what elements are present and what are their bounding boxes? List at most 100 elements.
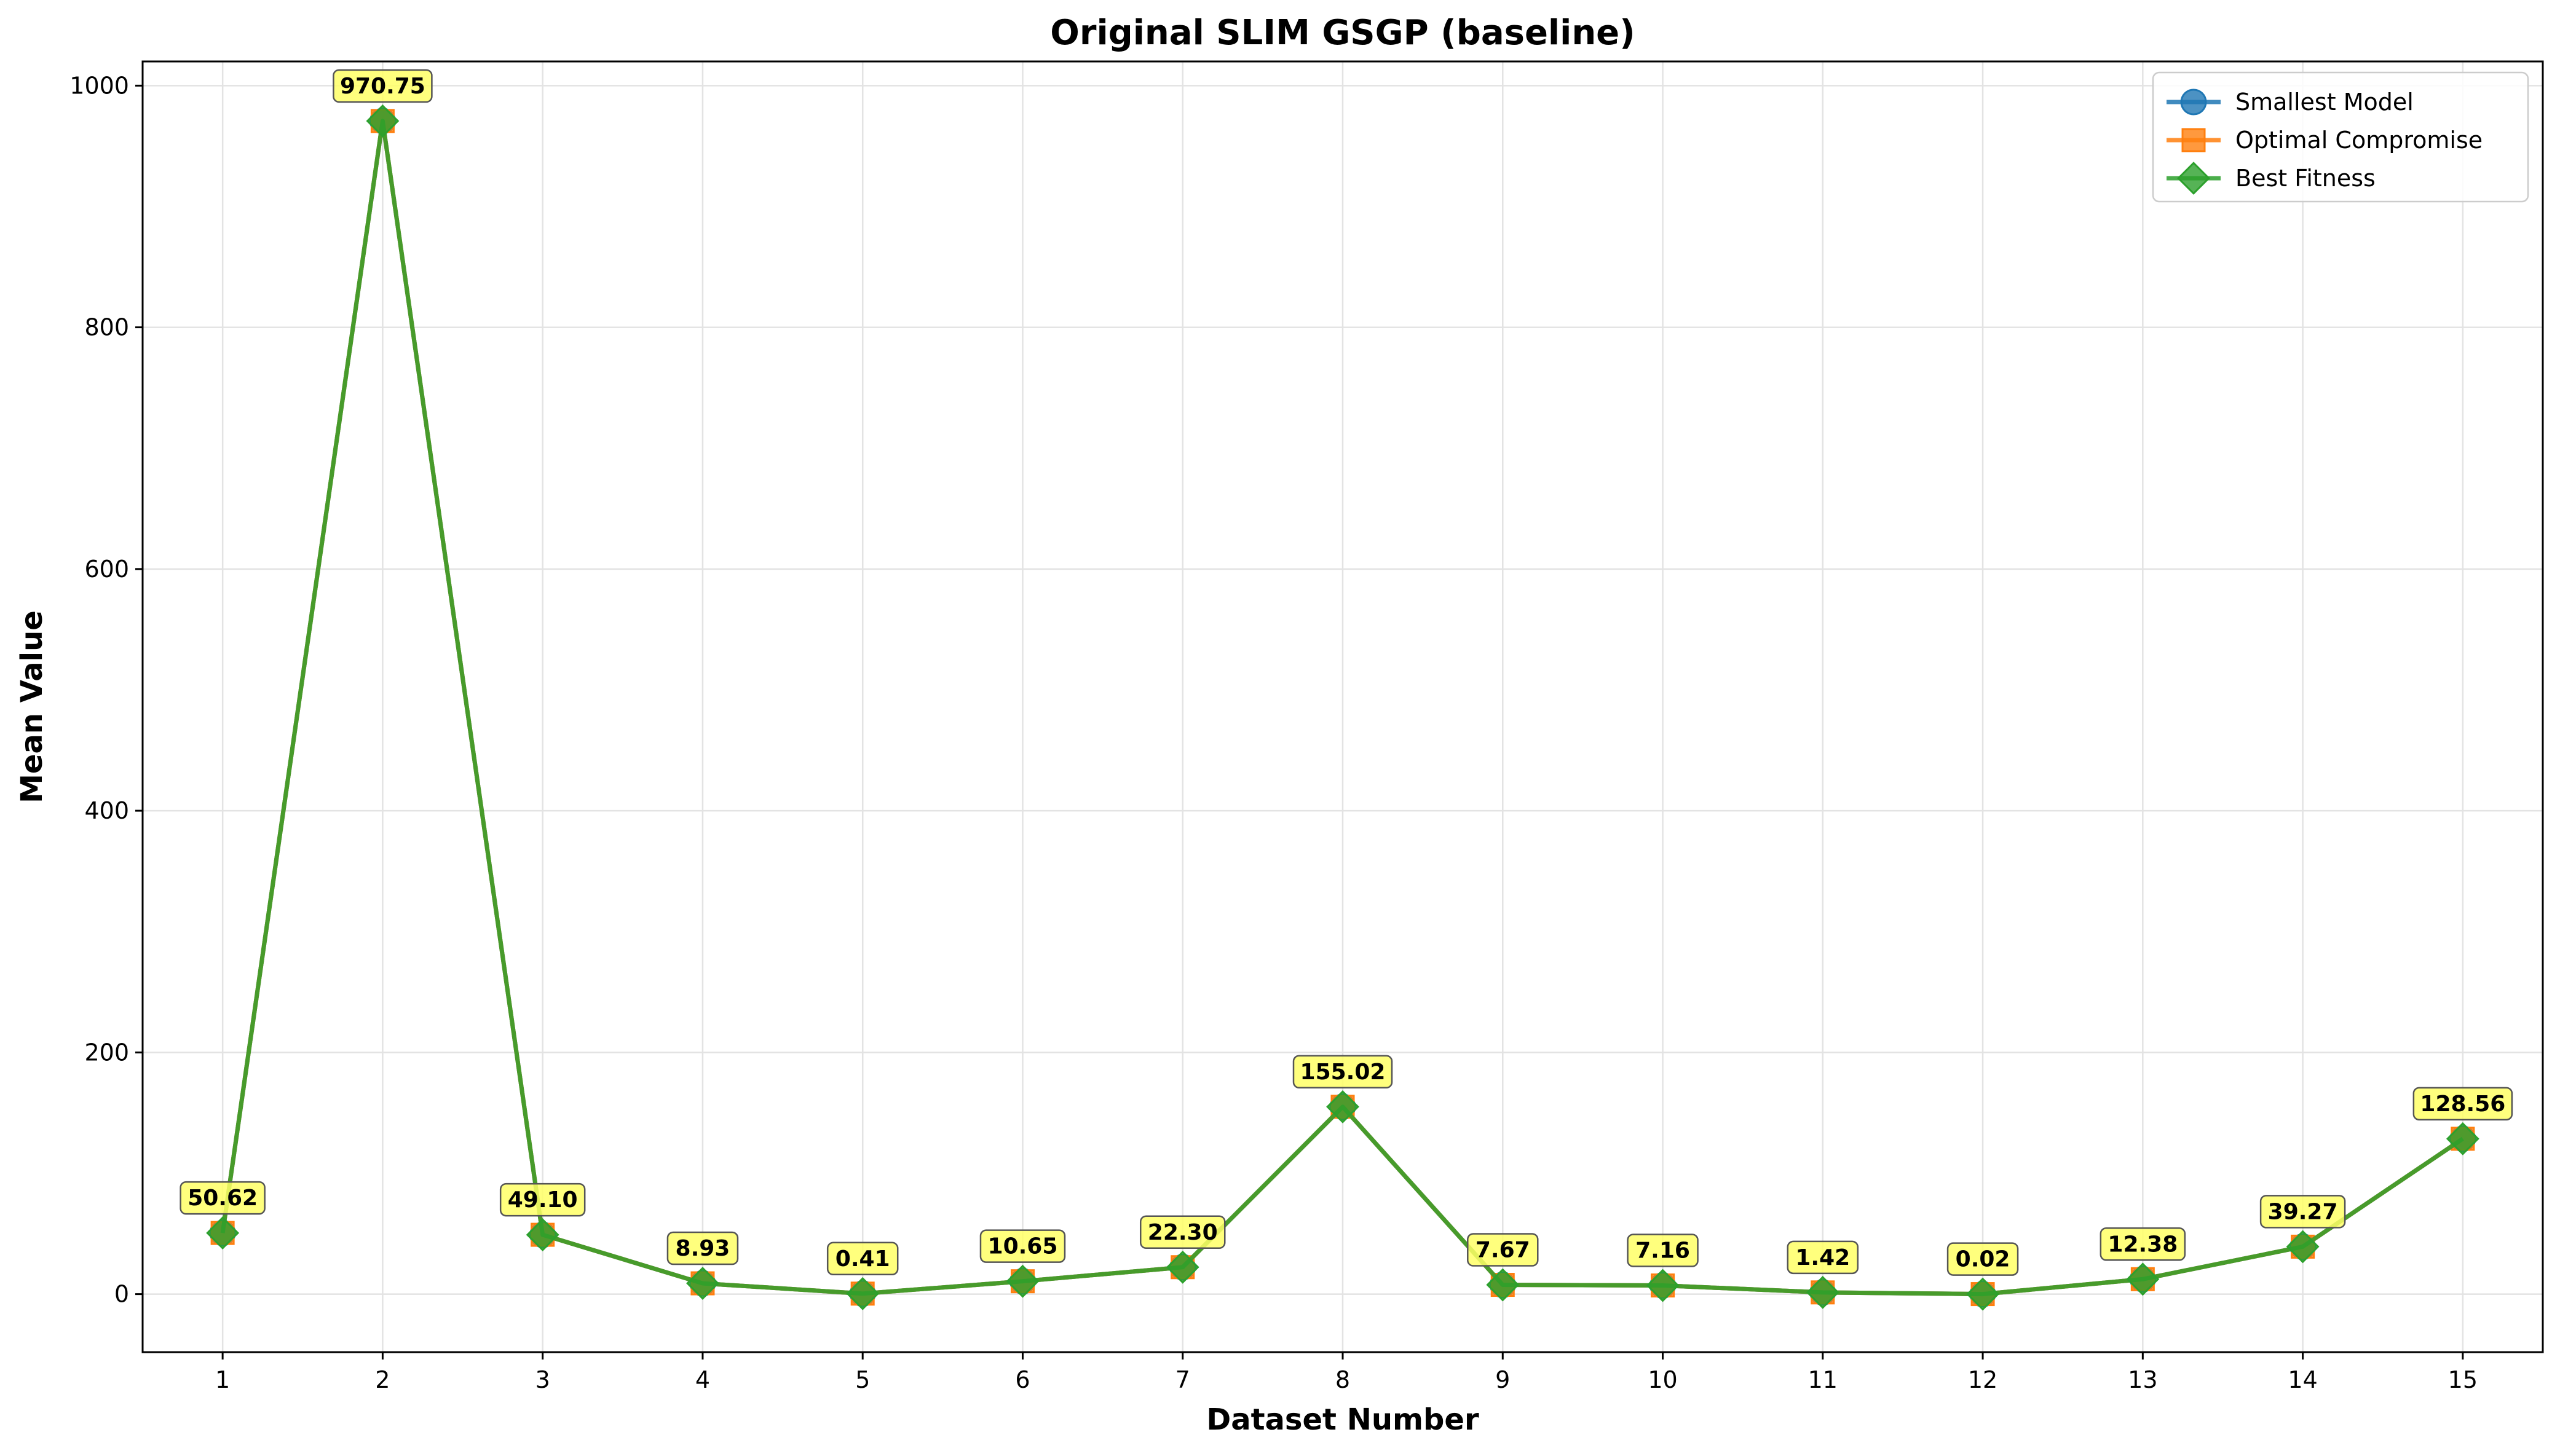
y-tick-label: 800 — [84, 314, 129, 341]
legend: Smallest Model Optimal Compromise Best Fit… — [2152, 71, 2529, 203]
legend-item: Smallest Model — [2167, 89, 2414, 116]
data-label: 12.38 — [2100, 1227, 2186, 1261]
data-label-box — [333, 69, 433, 103]
x-tick-label: 11 — [1808, 1366, 1838, 1393]
data-label: 8.93 — [666, 1231, 739, 1265]
data-labels: 50.62 970.75 49.10 8.93 0.41 10.65 22.30 155.02… — [180, 69, 2513, 1276]
data-label-box — [1946, 1242, 2019, 1276]
legend-label: Optimal Compromise — [2235, 127, 2483, 154]
x-tick-label: 15 — [2448, 1366, 2478, 1393]
data-label-text: 7.16 — [1635, 1238, 1690, 1264]
x-tick-label: 14 — [2288, 1366, 2317, 1393]
data-point — [846, 1277, 880, 1310]
y-tick-label: 200 — [84, 1039, 129, 1066]
data-label: 128.56 — [2412, 1087, 2513, 1121]
x-tick-label: 2 — [375, 1366, 390, 1393]
data-label: 49.10 — [499, 1183, 586, 1217]
data-label: 22.30 — [1139, 1215, 1226, 1249]
data-label: 7.16 — [1627, 1234, 1699, 1267]
data-label-text: 12.38 — [2108, 1232, 2178, 1257]
y-tick-label: 600 — [84, 556, 129, 583]
data-point — [1006, 1264, 1040, 1298]
data-label: 970.75 — [333, 69, 433, 103]
y-axis-label: Mean Value — [15, 610, 49, 803]
data-label-text: 1.42 — [1795, 1245, 1850, 1270]
data-point — [206, 1216, 240, 1250]
data-label: 1.42 — [1787, 1240, 1859, 1275]
y-tick-label: 1000 — [69, 72, 129, 99]
legend-item: Best Fitness — [2167, 162, 2376, 195]
data-label-box — [1627, 1234, 1699, 1267]
y-tick-label: 0 — [114, 1281, 129, 1308]
data-label-text: 50.62 — [188, 1186, 258, 1211]
data-label: 155.02 — [1292, 1055, 1393, 1089]
data-point — [1166, 1250, 1199, 1284]
legend-marker — [2181, 128, 2206, 152]
data-label-box — [666, 1231, 739, 1265]
x-tick-label: 9 — [1495, 1366, 1510, 1393]
data-label-box — [2412, 1087, 2513, 1121]
x-tick-label: 12 — [1968, 1366, 1997, 1393]
data-label: 7.67 — [1467, 1233, 1539, 1267]
legend-label: Smallest Model — [2235, 89, 2414, 116]
data-label-text: 155.02 — [1300, 1060, 1386, 1085]
data-label: 0.02 — [1946, 1242, 2019, 1276]
data-point — [2446, 1122, 2479, 1155]
data-label: 39.27 — [2259, 1195, 2346, 1229]
data-point — [686, 1267, 719, 1300]
data-point — [1806, 1275, 1839, 1309]
data-point — [2126, 1262, 2160, 1296]
data-label-text: 128.56 — [2420, 1092, 2505, 1117]
chart-title: Original SLIM GSGP (baseline) — [1050, 13, 1635, 53]
x-tick-label: 8 — [1335, 1366, 1350, 1393]
data-label-box — [1292, 1055, 1393, 1089]
y-tick-label: 400 — [84, 797, 129, 824]
data-label-box — [1467, 1233, 1539, 1267]
data-label: 50.62 — [180, 1181, 266, 1215]
data-label-box — [2100, 1227, 2186, 1261]
data-label-box — [499, 1183, 586, 1217]
data-label-text: 7.67 — [1476, 1238, 1530, 1263]
x-tick-label: 5 — [855, 1366, 870, 1393]
x-tick-label: 10 — [1648, 1366, 1677, 1393]
data-label: 0.41 — [826, 1242, 899, 1276]
data-point — [366, 104, 400, 138]
x-tick-label: 6 — [1015, 1366, 1030, 1393]
data-point — [1646, 1269, 1680, 1302]
data-label: 10.65 — [979, 1229, 1066, 1263]
legend-box — [2152, 71, 2529, 203]
x-tick-label: 3 — [535, 1366, 550, 1393]
data-label-text: 39.27 — [2268, 1199, 2338, 1224]
series-layer — [206, 104, 2479, 1311]
grid — [143, 61, 2543, 1352]
data-point — [1486, 1268, 1520, 1302]
series-best-fitness — [206, 104, 2479, 1311]
data-label-box — [1787, 1240, 1859, 1275]
data-label-text: 10.65 — [988, 1234, 1058, 1259]
data-point — [1326, 1090, 1359, 1123]
data-label-box — [826, 1242, 899, 1276]
data-point — [526, 1218, 559, 1251]
data-label-box — [1139, 1215, 1226, 1249]
legend-marker — [2177, 162, 2210, 195]
data-label-text: 8.93 — [676, 1236, 730, 1261]
legend-label: Best Fitness — [2235, 165, 2376, 192]
data-label-box — [979, 1229, 1066, 1263]
data-label-text: 970.75 — [340, 74, 425, 99]
data-label-text: 22.30 — [1148, 1220, 1218, 1245]
data-label-text: 49.10 — [508, 1187, 578, 1213]
legend-item: Optimal Compromise — [2167, 127, 2483, 154]
legend-marker — [2180, 89, 2207, 116]
data-label-box — [2259, 1195, 2346, 1229]
data-label-box — [180, 1181, 266, 1215]
data-point — [2286, 1230, 2320, 1264]
data-label-text: 0.41 — [836, 1246, 890, 1272]
x-tick-label: 1 — [215, 1366, 230, 1393]
data-point — [1966, 1277, 1999, 1311]
x-tick-label: 4 — [695, 1366, 710, 1393]
x-axis-label: Dataset Number — [1206, 1403, 1479, 1437]
